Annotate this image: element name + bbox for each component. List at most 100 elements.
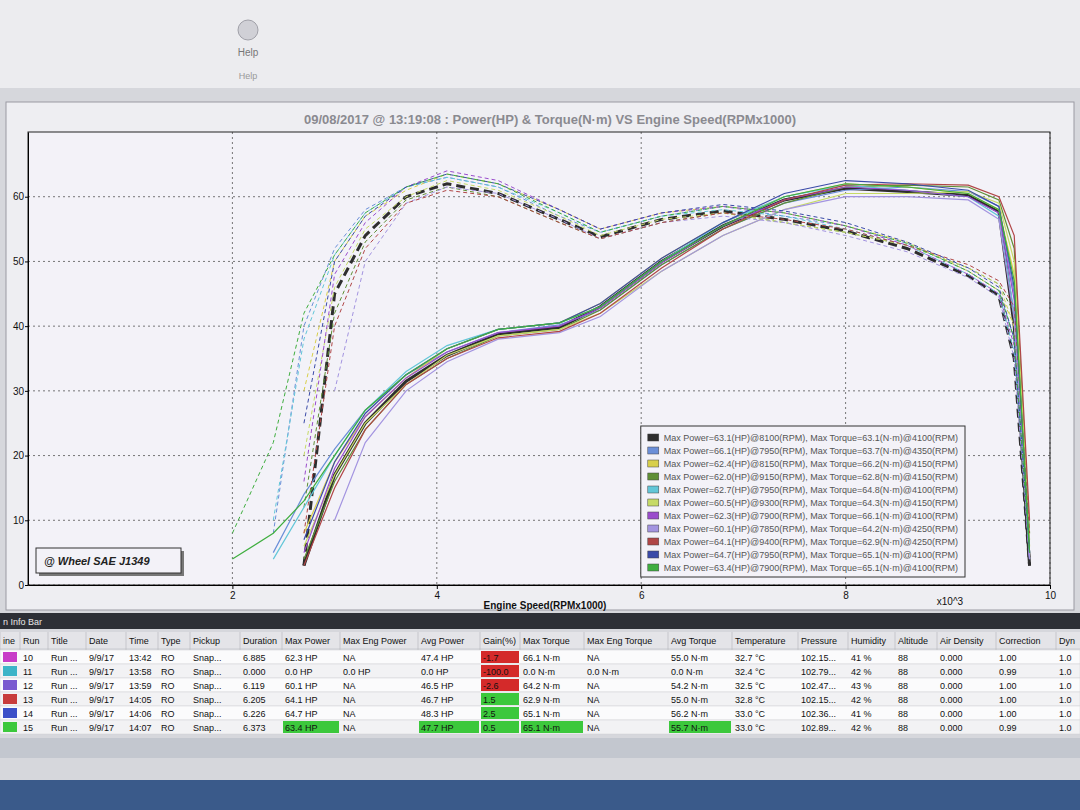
annotation-text: @ Wheel SAE J1349 [44,555,150,567]
table-cell: NA [343,681,356,691]
column-header[interactable]: Pickup [193,636,220,646]
table-cell: 6.119 [243,681,265,691]
chart-title: 09/08/2017 @ 13:19:08 : Power(HP) & Torq… [304,112,796,127]
column-header[interactable]: Dyn [1059,636,1075,646]
column-header[interactable]: Altitude [898,636,928,646]
table-cell: -2.6 [483,681,499,691]
torque-line [304,181,1030,547]
y-tick-mark [25,197,28,198]
column-header[interactable]: Avg Torque [671,636,716,646]
table-cell: 11 [23,667,32,677]
table-cell: Snap... [193,667,222,677]
column-header[interactable]: Max Torque [523,636,570,646]
x-tick-label: 2 [230,590,236,601]
column-header[interactable]: Time [129,636,149,646]
table-cell: 88 [898,709,908,719]
column-header[interactable]: Title [51,636,68,646]
table-cell: 0.5 [483,723,496,733]
table-cell: 66.1 N·m [523,653,560,663]
table-cell: 1.0 [1059,667,1072,677]
table-cell: Run ... [51,723,78,733]
table-cell: 64.2 N·m [523,681,560,691]
table-row[interactable] [0,650,1080,664]
table-row[interactable] [0,720,1080,734]
table-cell: Run ... [51,667,78,677]
table-cell: Snap... [193,681,222,691]
table-cell: 88 [898,667,908,677]
x-tick-mark [1050,585,1051,589]
column-header[interactable]: Duration [243,636,277,646]
table-cell: 0.0 HP [285,667,313,677]
highlight-cell [481,721,519,733]
table-row[interactable] [0,664,1080,678]
run-color-swatch [3,694,17,704]
table-cell: 102.89... [801,723,836,733]
column-header[interactable]: Max Eng Torque [587,636,652,646]
table-cell: 65.1 N·m [523,723,560,733]
column-header[interactable]: ine [3,636,15,646]
table-cell: 0.000 [940,653,963,663]
column-header[interactable]: Type [161,636,181,646]
table-cell: 62.9 N·m [523,695,560,705]
table-cell: 88 [898,653,908,663]
x-grid-line [232,132,233,585]
help-icon[interactable] [238,20,258,40]
table-cell: 9/9/17 [89,709,114,719]
table-cell: 0.0 N·m [671,667,703,677]
torque-line [304,190,1030,533]
chart-panel [6,102,1074,610]
power-line [304,187,1030,559]
toolbar [0,0,1080,88]
table-cell: NA [343,695,356,705]
column-header[interactable]: Max Power [285,636,330,646]
y-tick-mark [25,326,28,327]
y-tick: 0 [18,580,28,591]
table-cell: 46.5 HP [421,681,454,691]
table-cell: 13:58 [129,667,152,677]
column-header[interactable]: Avg Power [421,636,464,646]
table-cell: 42 % [851,667,872,677]
table-cell: 0.0 HP [343,667,371,677]
table-cell: 48.3 HP [421,709,454,719]
column-header[interactable]: Pressure [801,636,837,646]
table-row[interactable] [0,692,1080,706]
legend-swatch [648,564,659,571]
table-cell: Snap... [193,709,222,719]
table-cell: 13 [23,695,33,705]
table-row[interactable] [0,706,1080,720]
x-tick: 2 [230,585,236,601]
column-header[interactable]: Run [23,636,40,646]
plot-area [28,132,1050,585]
torque-line [273,177,1029,546]
column-header[interactable]: Date [89,636,108,646]
column-header[interactable]: Temperature [735,636,786,646]
x-tick-mark [641,585,642,589]
table-cell: 1.0 [1059,709,1072,719]
table-cell: RO [161,723,175,733]
run-color-swatch [3,666,17,676]
table-row[interactable] [0,678,1080,692]
power-line [232,184,1029,559]
column-header[interactable]: Gain(%) [483,636,516,646]
table-cell: NA [587,653,600,663]
legend-swatch [648,434,659,441]
y-tick-label: 20 [13,450,25,461]
help-button[interactable]: Help [238,47,259,58]
highlight-cell [481,651,519,663]
table-cell: 9/9/17 [89,653,114,663]
table-cell: 15 [23,723,33,733]
legend-label: Max Power=64.7(HP)@7950(RPM), Max Torque… [664,550,958,560]
x-tick-mark [437,585,438,589]
table-cell: 1.0 [1059,723,1072,733]
table-cell: 1.5 [483,695,496,705]
table-cell: 102.15... [801,695,836,705]
table-cell: NA [587,709,600,719]
column-header[interactable]: Air Density [940,636,984,646]
table-cell: 33.0 °C [735,723,766,733]
run-color-swatch [3,722,17,732]
table-cell: -1.7 [483,653,499,663]
table-cell: NA [587,681,600,691]
column-header[interactable]: Correction [999,636,1041,646]
column-header[interactable]: Max Eng Power [343,636,407,646]
column-header[interactable]: Humidity [851,636,887,646]
